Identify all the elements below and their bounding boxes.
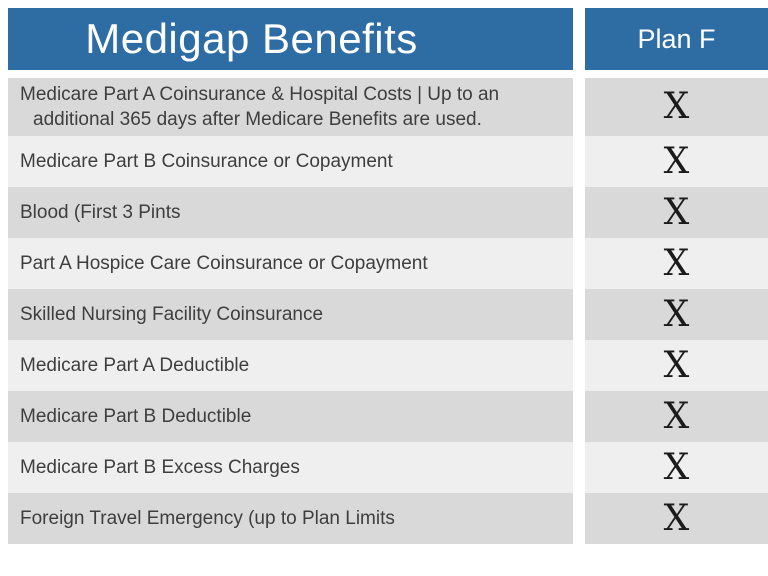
- benefit-label: Medicare Part B Excess Charges: [20, 457, 300, 478]
- table-row: Blood (First 3 Pints X: [8, 187, 768, 238]
- benefits-header-cell: Medigap Benefits: [8, 8, 573, 70]
- plan-f-mark: X: [585, 391, 768, 442]
- column-divider: [573, 391, 585, 442]
- table-row: Foreign Travel Emergency (up to Plan Lim…: [8, 493, 768, 544]
- column-divider: [573, 238, 585, 289]
- benefit-label: Foreign Travel Emergency (up to Plan Lim…: [20, 508, 395, 529]
- plan-f-header-cell: Plan F: [585, 8, 768, 70]
- plan-f-mark: X: [585, 187, 768, 238]
- plan-f-mark: X: [585, 289, 768, 340]
- column-divider: [573, 136, 585, 187]
- plan-f-mark: X: [585, 340, 768, 391]
- benefit-label-cell: Medicare Part B Excess Charges: [8, 442, 573, 493]
- column-divider: [573, 187, 585, 238]
- benefit-label: Medicare Part A Deductible: [20, 355, 250, 376]
- table-row: Medicare Part A Coinsurance & Hospital C…: [8, 78, 768, 136]
- benefit-label-cell: Medicare Part B Deductible: [8, 391, 573, 442]
- plan-f-mark: X: [585, 238, 768, 289]
- benefit-label-cell: Part A Hospice Care Coinsurance or Copay…: [8, 238, 573, 289]
- column-divider: [573, 442, 585, 493]
- benefit-label: Part A Hospice Care Coinsurance or Copay…: [20, 253, 428, 274]
- benefit-label: Medicare Part B Deductible: [20, 406, 252, 427]
- table-row: Part A Hospice Care Coinsurance or Copay…: [8, 238, 768, 289]
- table-header: Medigap Benefits Plan F: [8, 8, 768, 70]
- plan-f-mark: X: [585, 442, 768, 493]
- benefit-label-cell: Skilled Nursing Facility Coinsurance: [8, 289, 573, 340]
- benefits-title: Medigap Benefits: [85, 15, 418, 62]
- benefit-label: Blood (First 3 Pints: [20, 202, 181, 223]
- column-divider: [573, 493, 585, 544]
- table-body: Medicare Part A Coinsurance & Hospital C…: [8, 78, 768, 544]
- benefit-label-cell: Blood (First 3 Pints: [8, 187, 573, 238]
- column-divider: [573, 78, 585, 136]
- column-divider: [573, 340, 585, 391]
- benefit-label: Medicare Part B Coinsurance or Copayment: [20, 151, 393, 172]
- table-row: Medicare Part A Deductible X: [8, 340, 768, 391]
- plan-f-mark: X: [585, 78, 768, 136]
- benefit-label: Medicare Part A Coinsurance & Hospital C…: [20, 84, 500, 130]
- plan-f-mark: X: [585, 136, 768, 187]
- column-divider: [573, 8, 585, 70]
- benefit-label-cell: Medicare Part A Coinsurance & Hospital C…: [8, 78, 573, 136]
- table-row: Medicare Part B Excess Charges X: [8, 442, 768, 493]
- table-row: Medicare Part B Coinsurance or Copayment…: [8, 136, 768, 187]
- table-row: Skilled Nursing Facility Coinsurance X: [8, 289, 768, 340]
- plan-f-mark: X: [585, 493, 768, 544]
- benefit-label-cell: Medicare Part B Coinsurance or Copayment: [8, 136, 573, 187]
- plan-f-title: Plan F: [637, 23, 716, 54]
- benefit-label-cell: Medicare Part A Deductible: [8, 340, 573, 391]
- benefit-label: Skilled Nursing Facility Coinsurance: [20, 304, 324, 325]
- column-divider: [573, 289, 585, 340]
- table-row: Medicare Part B Deductible X: [8, 391, 768, 442]
- benefit-label-cell: Foreign Travel Emergency (up to Plan Lim…: [8, 493, 573, 544]
